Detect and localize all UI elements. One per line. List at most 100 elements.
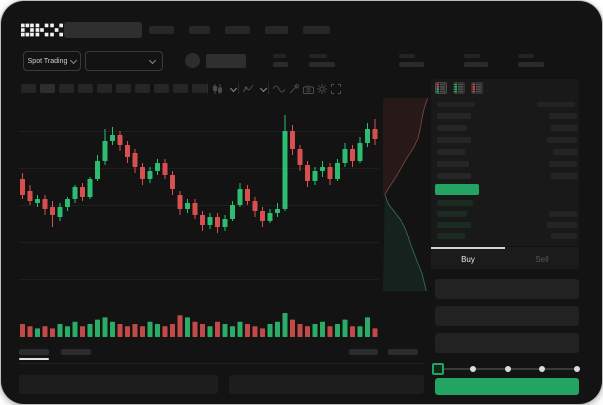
candle-body bbox=[222, 219, 228, 227]
slider-step-dot[interactable] bbox=[539, 366, 546, 372]
candle-body bbox=[65, 199, 70, 207]
ask-price-bar bbox=[437, 125, 467, 131]
bottom-panel-right[interactable] bbox=[229, 375, 424, 394]
candle-body bbox=[125, 145, 130, 157]
book-combined-icon[interactable] bbox=[435, 82, 447, 94]
screenshot-icon[interactable] bbox=[302, 83, 314, 95]
bid-price-bar bbox=[437, 211, 467, 217]
interval-chip-3[interactable] bbox=[59, 84, 74, 93]
volume-bar bbox=[192, 321, 198, 337]
candle-body bbox=[200, 215, 205, 225]
volume-bar bbox=[342, 319, 348, 337]
volume-bar bbox=[305, 326, 310, 337]
interval-chip-8[interactable] bbox=[154, 84, 169, 93]
stat-value bbox=[273, 62, 288, 67]
volume-bar bbox=[147, 321, 153, 337]
candle-body bbox=[87, 179, 93, 197]
candle-body bbox=[372, 129, 378, 139]
buy-submit-button[interactable] bbox=[435, 378, 579, 395]
volume-bar bbox=[252, 326, 258, 337]
candle-body bbox=[20, 179, 25, 195]
slider-step-dot[interactable] bbox=[574, 366, 580, 372]
volume-bar bbox=[110, 321, 115, 337]
book-asks-icon[interactable] bbox=[471, 82, 483, 94]
candle-body bbox=[162, 163, 168, 175]
bid-amount-bar bbox=[547, 222, 577, 228]
stat-value bbox=[399, 62, 424, 67]
candle-body bbox=[192, 203, 198, 215]
candle-body bbox=[42, 199, 48, 209]
bottom-tab-2[interactable] bbox=[61, 349, 91, 355]
slider-step-dot[interactable] bbox=[469, 366, 476, 372]
volume-bar bbox=[297, 324, 303, 337]
order-input-2[interactable] bbox=[435, 306, 579, 326]
volume-bar bbox=[95, 319, 100, 337]
nav-item-3[interactable] bbox=[225, 26, 250, 34]
pair-name-placeholder bbox=[206, 54, 246, 68]
depth-bids-area bbox=[383, 194, 427, 291]
fullscreen-icon[interactable] bbox=[330, 83, 342, 95]
grid-line bbox=[19, 131, 379, 132]
order-input-3[interactable] bbox=[435, 333, 579, 353]
nav-item-5[interactable] bbox=[303, 26, 330, 34]
order-book-price-header bbox=[437, 102, 475, 107]
interval-chip-4[interactable] bbox=[78, 84, 93, 93]
interval-chip-7[interactable] bbox=[135, 84, 150, 93]
settings-icon[interactable] bbox=[316, 83, 328, 95]
pair-selector-dropdown[interactable] bbox=[85, 51, 163, 71]
volume-bar bbox=[20, 324, 25, 337]
tab-sell[interactable]: Sell bbox=[535, 255, 549, 264]
candle-body bbox=[215, 217, 220, 227]
market-type-dropdown[interactable]: Spot Trading bbox=[23, 51, 81, 71]
chevron-down-icon bbox=[70, 56, 78, 64]
interval-chip-10[interactable] bbox=[192, 84, 207, 93]
volume-bar bbox=[102, 317, 108, 337]
candle-body bbox=[350, 149, 355, 161]
bid-amount-bar bbox=[551, 233, 577, 239]
candle-body bbox=[207, 217, 213, 225]
line-tool-icon[interactable] bbox=[273, 83, 285, 95]
bottom-action-1[interactable] bbox=[349, 349, 378, 355]
interval-chip-1[interactable] bbox=[21, 84, 36, 93]
stat-value bbox=[309, 62, 335, 67]
slider-step-dot[interactable] bbox=[504, 366, 511, 372]
candle-body bbox=[245, 189, 250, 201]
volume-bar bbox=[125, 326, 130, 337]
volume-bar bbox=[237, 321, 243, 337]
bottom-action-2[interactable] bbox=[388, 349, 418, 355]
grid-line bbox=[19, 242, 379, 243]
interval-chip-6[interactable] bbox=[116, 84, 131, 93]
candle-body bbox=[312, 171, 318, 181]
bottom-panel-left[interactable] bbox=[19, 375, 218, 394]
last-price-badge[interactable] bbox=[435, 184, 479, 195]
indicators-icon[interactable] bbox=[242, 83, 254, 95]
candle-style-icon[interactable] bbox=[211, 83, 223, 95]
candle-body bbox=[170, 175, 175, 189]
bottom-tab-1[interactable] bbox=[19, 349, 49, 355]
tab-buy[interactable]: Buy bbox=[461, 255, 475, 264]
search-input[interactable] bbox=[64, 22, 142, 38]
book-bids-icon[interactable] bbox=[453, 82, 465, 94]
candle-body bbox=[237, 189, 243, 205]
order-input-1[interactable] bbox=[435, 279, 579, 299]
volume-bar bbox=[207, 326, 213, 337]
volume-bar bbox=[372, 328, 378, 337]
nav-item-2[interactable] bbox=[189, 26, 210, 34]
draw-tool-icon[interactable] bbox=[288, 83, 300, 95]
bid-amount-bar bbox=[549, 211, 577, 217]
slider-handle[interactable] bbox=[432, 363, 444, 375]
interval-chip-2[interactable] bbox=[40, 84, 55, 93]
interval-chip-9[interactable] bbox=[173, 84, 188, 93]
nav-item-4[interactable] bbox=[265, 26, 288, 34]
volume-chart bbox=[20, 313, 378, 337]
volume-bar bbox=[327, 326, 333, 337]
nav-item-1[interactable] bbox=[149, 26, 174, 34]
volume-bar bbox=[222, 324, 228, 337]
volume-bar bbox=[80, 326, 85, 337]
volume-bar bbox=[35, 328, 40, 337]
candle-body bbox=[252, 201, 258, 211]
bid-price-bar bbox=[437, 233, 465, 239]
ask-amount-bar bbox=[549, 161, 577, 167]
volume-bar bbox=[350, 326, 355, 337]
interval-chip-5[interactable] bbox=[97, 84, 112, 93]
